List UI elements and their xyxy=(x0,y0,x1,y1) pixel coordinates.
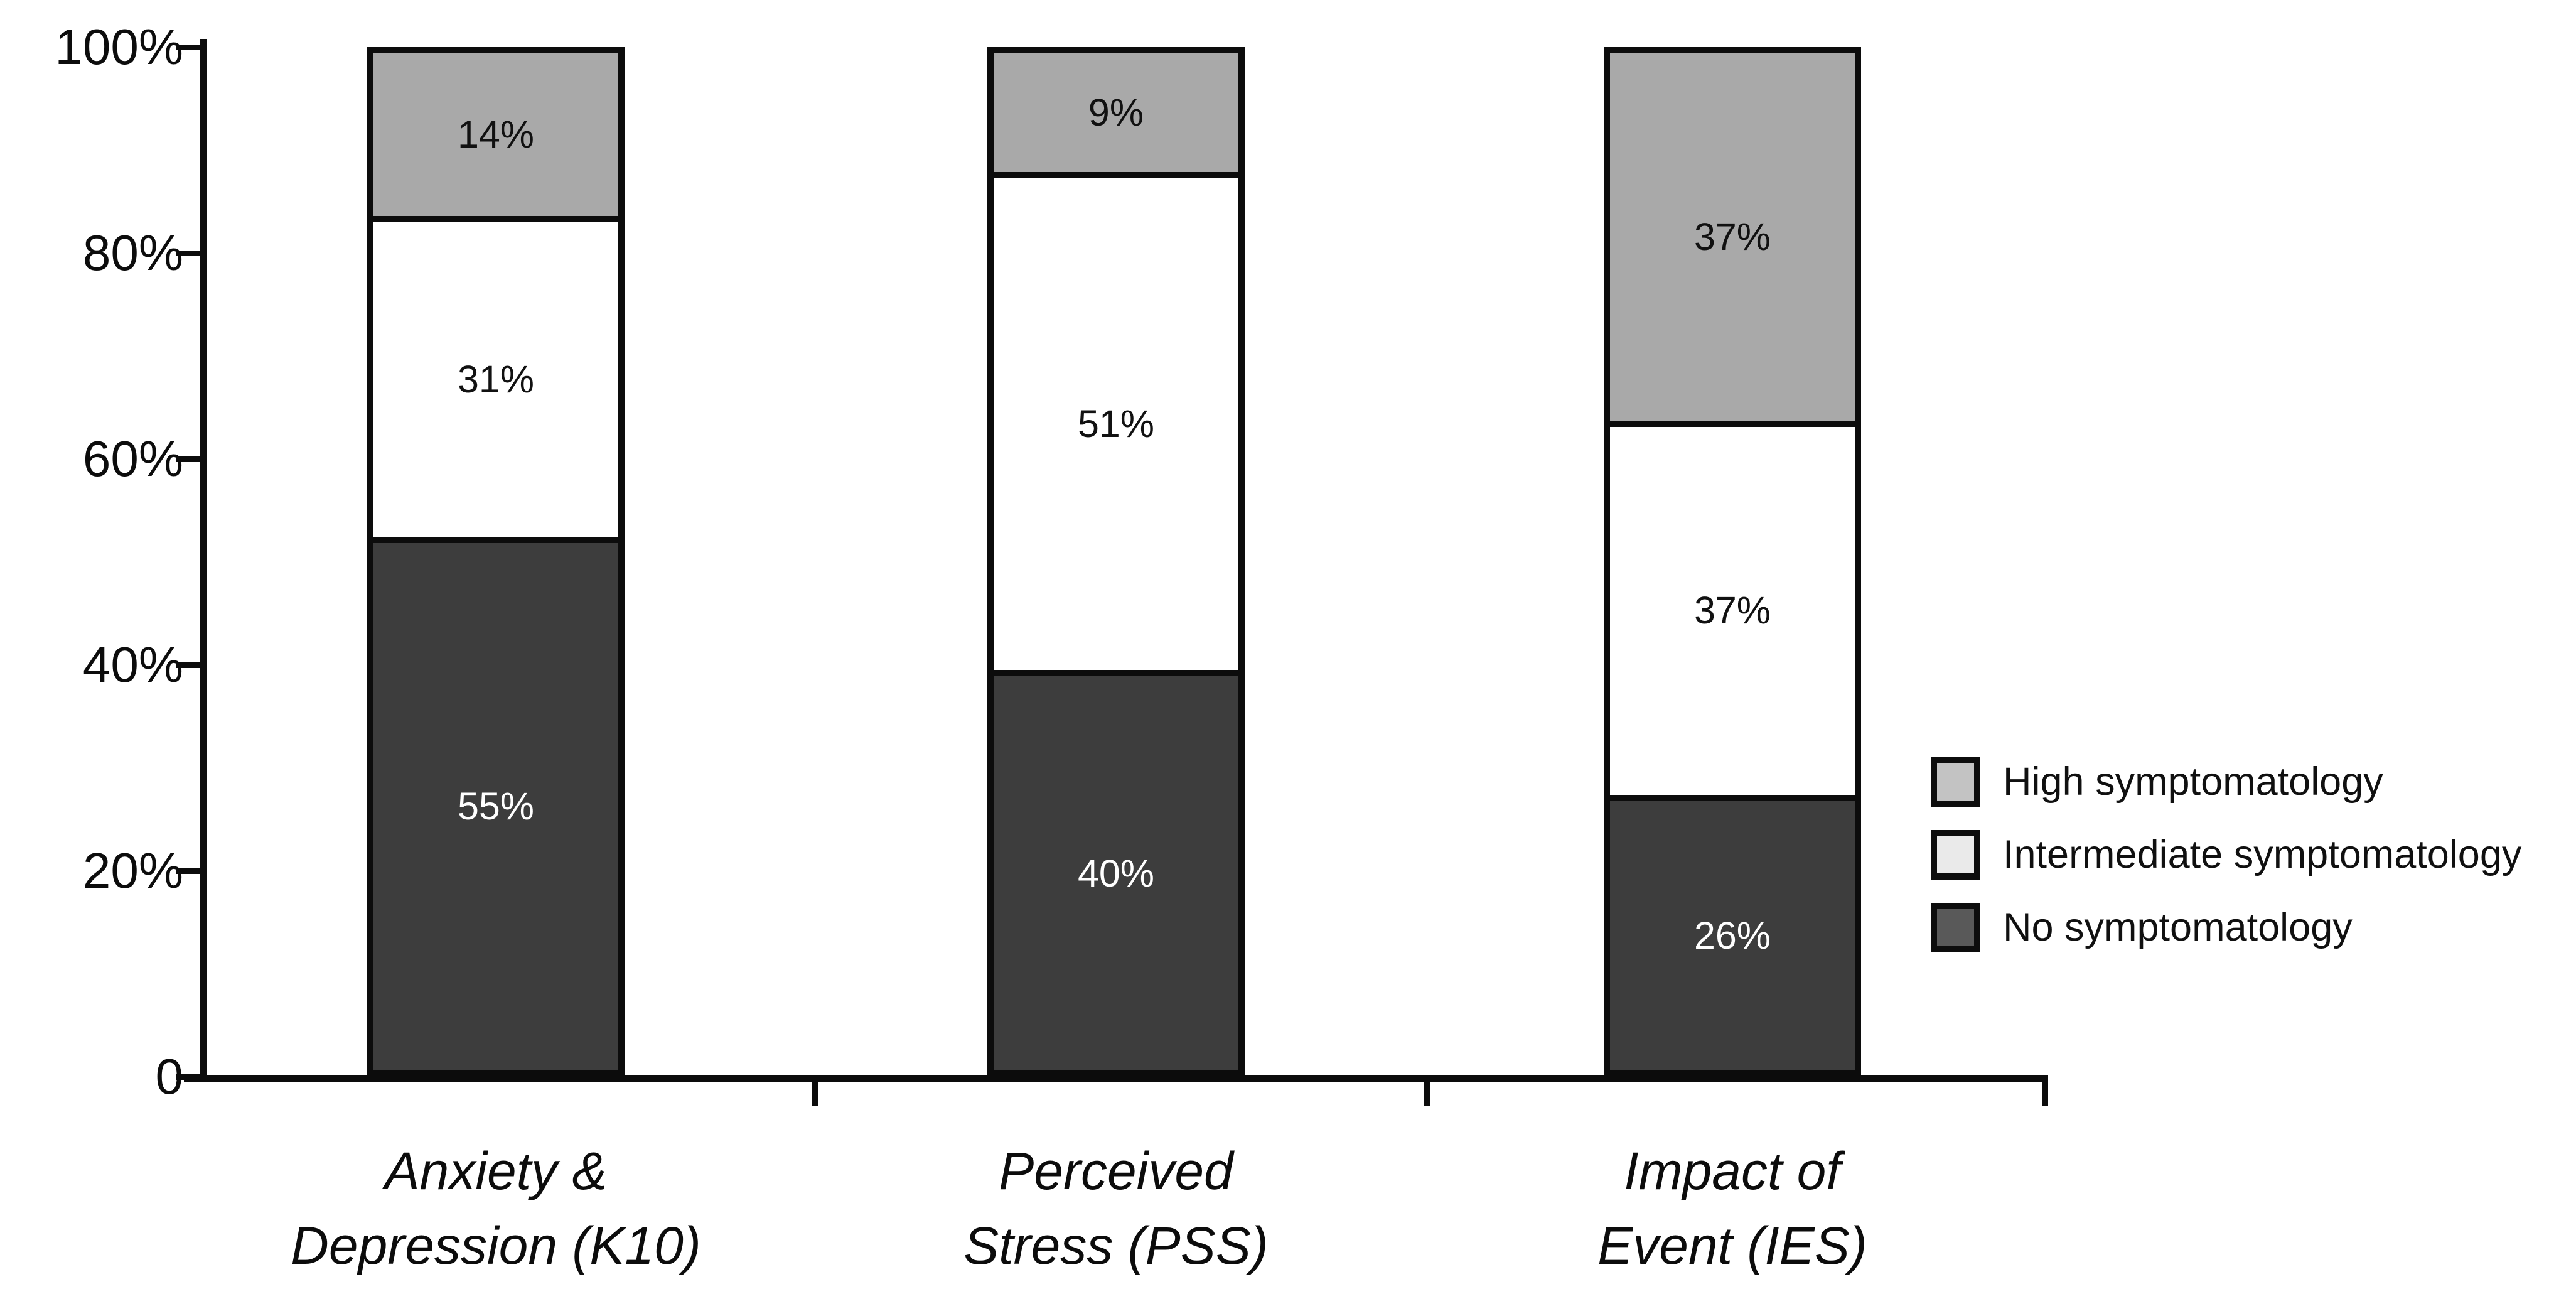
segment-intermediate: 37% xyxy=(1610,421,1855,795)
data-label: 51% xyxy=(1077,402,1155,445)
y-tick-label-40: 40% xyxy=(82,637,183,693)
x-axis-line xyxy=(184,1075,2048,1082)
segment-high: 37% xyxy=(1610,53,1855,421)
segment-high: 9% xyxy=(994,53,1238,172)
legend-swatch-high xyxy=(1931,757,1980,807)
y-tick-mark xyxy=(176,662,201,668)
y-tick-mark xyxy=(176,251,201,256)
segment-intermediate: 51% xyxy=(994,171,1238,671)
legend-swatch-no xyxy=(1931,903,1980,952)
data-label: 31% xyxy=(457,358,535,401)
legend: High symptomatology Intermediate symptom… xyxy=(1931,757,2521,976)
segment-high: 14% xyxy=(373,53,618,217)
legend-item-intermediate: Intermediate symptomatology xyxy=(1931,830,2521,880)
y-tick-label-100: 100% xyxy=(55,19,183,75)
x-category-label-k10: Anxiety & Depression (K10) xyxy=(239,1134,753,1283)
x-tick-mark xyxy=(812,1079,818,1106)
bar-perceived-stress-pss: 9% 51% 40% xyxy=(987,47,1245,1077)
y-tick-mark xyxy=(176,45,201,50)
legend-label: Intermediate symptomatology xyxy=(2003,833,2522,876)
bar-anxiety-depression-k10: 14% 31% 55% xyxy=(367,47,625,1077)
x-category-label-ies: Impact of Event (IES) xyxy=(1475,1134,1990,1283)
legend-label: High symptomatology xyxy=(2003,760,2383,804)
category-line: Depression (K10) xyxy=(291,1216,701,1275)
y-tick-label-0: 0 xyxy=(155,1049,184,1104)
y-tick-label-80: 80% xyxy=(82,225,183,281)
y-tick-mark xyxy=(176,456,201,462)
data-label: 37% xyxy=(1693,589,1771,632)
data-label: 26% xyxy=(1693,914,1771,957)
category-line: Stress (PSS) xyxy=(963,1216,1269,1275)
plot-area: 14% 31% 55% 9% 51% 40% 37% xyxy=(207,47,2048,1077)
legend-swatch-intermediate xyxy=(1931,830,1980,880)
legend-item-no: No symptomatology xyxy=(1931,903,2521,952)
x-tick-mark xyxy=(1424,1079,1430,1106)
segment-intermediate: 31% xyxy=(373,216,618,537)
category-line: Event (IES) xyxy=(1597,1216,1867,1275)
y-axis-line xyxy=(200,39,207,1082)
data-label: 55% xyxy=(457,785,535,828)
x-tick-mark xyxy=(2042,1079,2048,1106)
y-tick-label-60: 60% xyxy=(82,431,183,487)
y-tick-mark xyxy=(176,868,201,874)
data-label: 14% xyxy=(457,113,535,156)
category-line: Impact of xyxy=(1624,1141,1841,1200)
segment-no: 55% xyxy=(373,536,618,1070)
segment-no: 40% xyxy=(994,670,1238,1070)
y-tick-label-20: 20% xyxy=(82,843,183,898)
data-label: 40% xyxy=(1077,851,1155,895)
data-label: 37% xyxy=(1693,215,1771,259)
legend-label: No symptomatology xyxy=(2003,905,2353,949)
data-label: 9% xyxy=(1088,90,1144,134)
legend-item-high: High symptomatology xyxy=(1931,757,2521,807)
category-line: Perceived xyxy=(999,1141,1233,1200)
x-category-label-pss: Perceived Stress (PSS) xyxy=(859,1134,1373,1283)
category-line: Anxiety & xyxy=(384,1141,608,1200)
segment-no: 26% xyxy=(1610,794,1855,1071)
bar-impact-of-event-ies: 37% 37% 26% xyxy=(1604,47,1861,1077)
